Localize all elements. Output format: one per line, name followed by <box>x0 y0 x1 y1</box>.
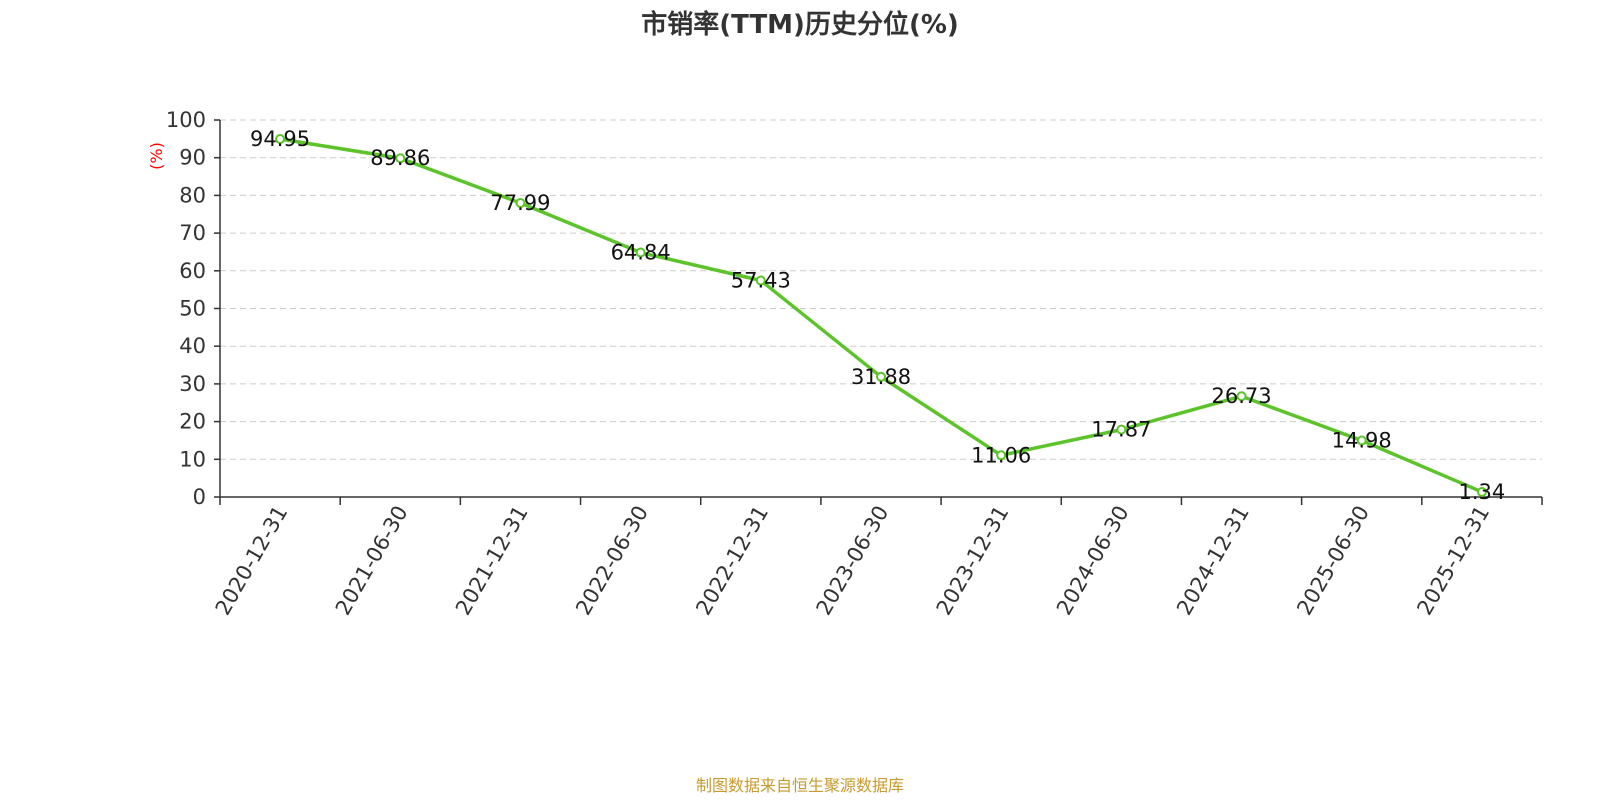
series-line <box>279 137 1483 494</box>
data-point <box>1476 486 1487 497</box>
x-tick-label: 2023-12-31 <box>932 502 1014 620</box>
data-point <box>515 197 526 208</box>
data-point <box>635 247 646 258</box>
data-label: 77.99 <box>490 191 550 215</box>
x-tick-label: 2022-06-30 <box>571 502 653 620</box>
chart-title: 市销率(TTM)历史分位(%) <box>641 10 959 40</box>
y-tick-label: 80 <box>179 183 206 207</box>
data-point <box>275 134 286 145</box>
data-point <box>755 275 766 286</box>
data-label: 31.88 <box>851 365 911 389</box>
x-tick-label: 2024-12-31 <box>1172 502 1254 620</box>
x-tick-label: 2022-12-31 <box>691 502 773 620</box>
x-tick-label: 2025-06-30 <box>1292 502 1374 620</box>
data-label: 1.34 <box>1459 480 1506 504</box>
data-label: 11.06 <box>971 443 1031 467</box>
data-label: 14.98 <box>1332 429 1392 453</box>
y-tick-label: 20 <box>179 410 206 434</box>
x-tick-label: 2023-06-30 <box>812 502 894 620</box>
x-tick-label: 2021-06-30 <box>331 502 413 620</box>
data-label: 57.43 <box>731 268 791 292</box>
y-tick-label: 70 <box>179 221 206 245</box>
y-tick-label: 100 <box>166 108 206 132</box>
data-source-note: 制图数据来自恒生聚源数据库 <box>695 776 904 795</box>
y-axis-label: (%) <box>147 142 166 170</box>
data-label: 26.73 <box>1211 384 1271 408</box>
y-tick-label: 50 <box>179 297 206 321</box>
x-tick-label: 2024-06-30 <box>1052 502 1134 620</box>
data-point <box>876 371 886 382</box>
data-point <box>1236 391 1247 402</box>
y-tick-label: 60 <box>179 259 206 283</box>
data-label: 17.87 <box>1091 418 1151 442</box>
x-tick-label: 2021-12-31 <box>451 502 533 620</box>
y-tick-label: 30 <box>179 372 206 396</box>
y-tick-label: 90 <box>179 146 206 170</box>
data-label: 89.86 <box>370 146 430 170</box>
y-tick-label: 0 <box>193 485 206 509</box>
y-tick-label: 10 <box>179 447 206 471</box>
data-point <box>1116 424 1127 435</box>
x-tick-label: 2025-12-31 <box>1412 502 1494 620</box>
data-point <box>1356 435 1367 446</box>
data-label: 94.95 <box>250 127 310 151</box>
data-label: 64.84 <box>611 241 671 265</box>
y-tick-label: 40 <box>179 334 206 358</box>
data-point <box>996 450 1007 461</box>
x-tick-label: 2020-12-31 <box>211 502 293 620</box>
data-point <box>395 153 406 164</box>
